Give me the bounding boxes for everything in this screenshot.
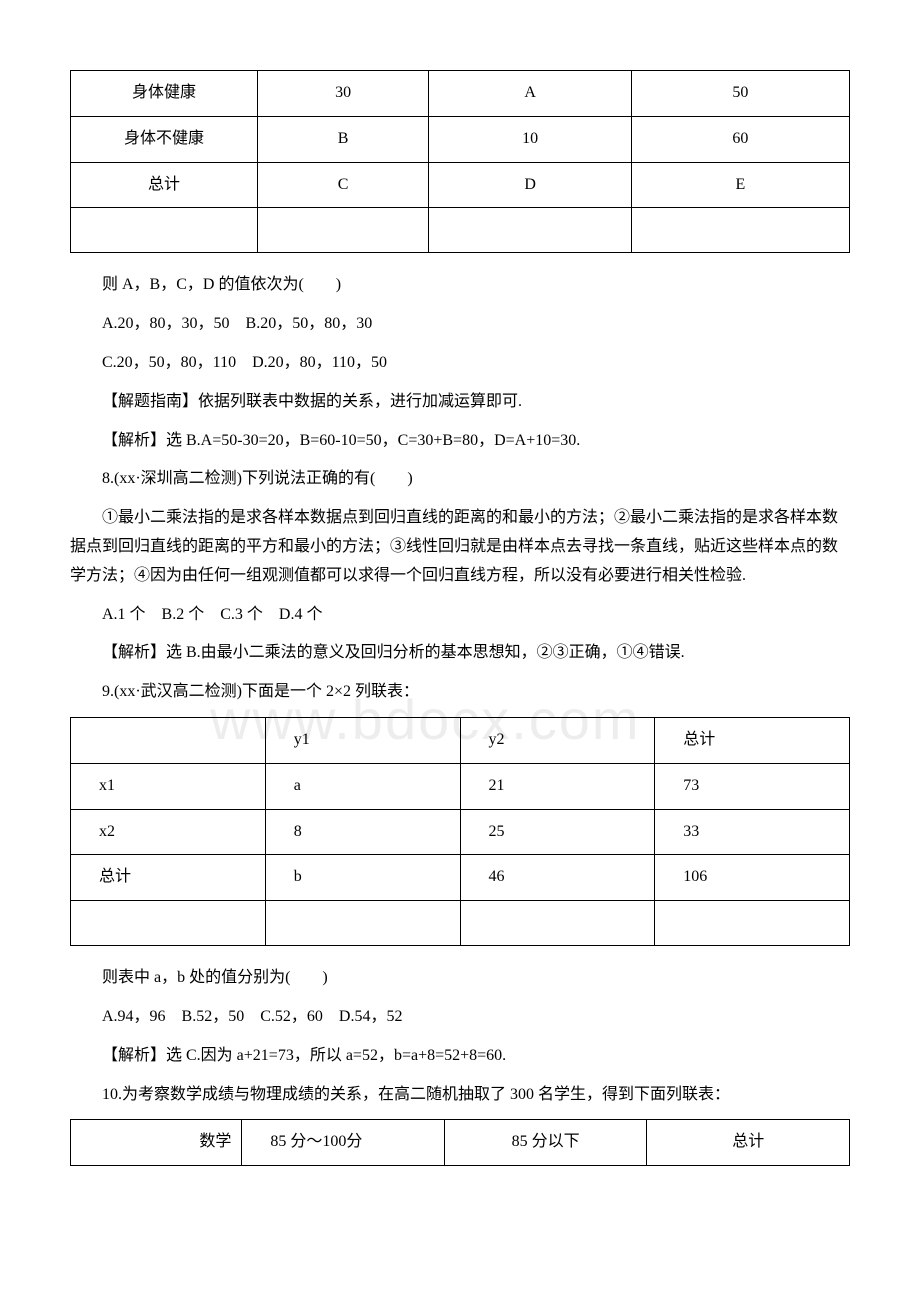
- table-row: 总计 C D E: [71, 162, 850, 208]
- analysis: 【解析】选 B.由最小二乘法的意义及回归分析的基本思想知，②③正确，①④错误.: [70, 639, 850, 668]
- cell: B: [257, 116, 428, 162]
- cell: 身体健康: [71, 71, 258, 117]
- cell: 10: [429, 116, 632, 162]
- cell: 数学: [71, 1120, 242, 1166]
- cell: [429, 208, 632, 253]
- table-2: y1 y2 总计 x1 a 21 73 x2 8 25 33 总计 b 46 1…: [70, 717, 850, 946]
- table-row: [71, 208, 850, 253]
- analysis: 【解析】选 B.A=50-30=20，B=60-10=50，C=30+B=80，…: [70, 427, 850, 456]
- cell: 总计: [71, 855, 266, 901]
- cell: [71, 717, 266, 763]
- cell: 33: [655, 809, 850, 855]
- option-line: C.20，50，80，110 D.20，80，110，50: [70, 349, 850, 378]
- cell: [631, 208, 849, 253]
- cell: C: [257, 162, 428, 208]
- cell: [71, 208, 258, 253]
- cell: y2: [460, 717, 655, 763]
- table-row: 数学 85 分～100分 85 分以下 总计: [71, 1120, 850, 1166]
- analysis: 【解析】选 C.因为 a+21=73，所以 a=52，b=a+8=52+8=60…: [70, 1042, 850, 1071]
- cell: [71, 901, 266, 946]
- hint: 【解题指南】依据列联表中数据的关系，进行加减运算即可.: [70, 388, 850, 417]
- option-line: A.1 个 B.2 个 C.3 个 D.4 个: [70, 601, 850, 630]
- cell: 73: [655, 763, 850, 809]
- cell: b: [265, 855, 460, 901]
- cell: 30: [257, 71, 428, 117]
- cell: 总计: [655, 717, 850, 763]
- option-line: A.20，80，30，50 B.20，50，80，30: [70, 310, 850, 339]
- table-row: y1 y2 总计: [71, 717, 850, 763]
- question-10: 10.为考察数学成绩与物理成绩的关系，在高二随机抽取了 300 名学生，得到下面…: [70, 1081, 850, 1110]
- cell: 身体不健康: [71, 116, 258, 162]
- cell: 60: [631, 116, 849, 162]
- cell: A: [429, 71, 632, 117]
- statements: ①最小二乘法指的是求各样本数据点到回归直线的距离的和最小的方法；②最小二乘法指的…: [70, 504, 850, 590]
- question-9: 9.(xx·武汉高二检测)下面是一个 2×2 列联表：: [70, 678, 850, 707]
- question-stem: 则表中 a，b 处的值分别为( ): [70, 964, 850, 993]
- table-row: [71, 901, 850, 946]
- cell: x2: [71, 809, 266, 855]
- cell: [460, 901, 655, 946]
- table-row: x2 8 25 33: [71, 809, 850, 855]
- table-3: 数学 85 分～100分 85 分以下 总计: [70, 1119, 850, 1166]
- cell: 106: [655, 855, 850, 901]
- cell: 85 分以下: [444, 1120, 647, 1166]
- cell: 总计: [71, 162, 258, 208]
- question-stem: 则 A，B，C，D 的值依次为( ): [70, 271, 850, 300]
- question-8: 8.(xx·深圳高二检测)下列说法正确的有( ): [70, 465, 850, 494]
- table-row: 身体健康 30 A 50: [71, 71, 850, 117]
- cell: a: [265, 763, 460, 809]
- cell: [257, 208, 428, 253]
- table-row: 总计 b 46 106: [71, 855, 850, 901]
- cell: x1: [71, 763, 266, 809]
- cell: [655, 901, 850, 946]
- cell: 46: [460, 855, 655, 901]
- cell: D: [429, 162, 632, 208]
- cell: 总计: [647, 1120, 850, 1166]
- table-row: 身体不健康 B 10 60: [71, 116, 850, 162]
- option-line: A.94，96 B.52，50 C.52，60 D.54，52: [70, 1003, 850, 1032]
- table-1: 身体健康 30 A 50 身体不健康 B 10 60 总计 C D E: [70, 70, 850, 253]
- cell: 50: [631, 71, 849, 117]
- cell: 21: [460, 763, 655, 809]
- cell: 25: [460, 809, 655, 855]
- cell: y1: [265, 717, 460, 763]
- cell: 8: [265, 809, 460, 855]
- cell: 85 分～100分: [242, 1120, 445, 1166]
- cell: E: [631, 162, 849, 208]
- table-row: x1 a 21 73: [71, 763, 850, 809]
- cell: [265, 901, 460, 946]
